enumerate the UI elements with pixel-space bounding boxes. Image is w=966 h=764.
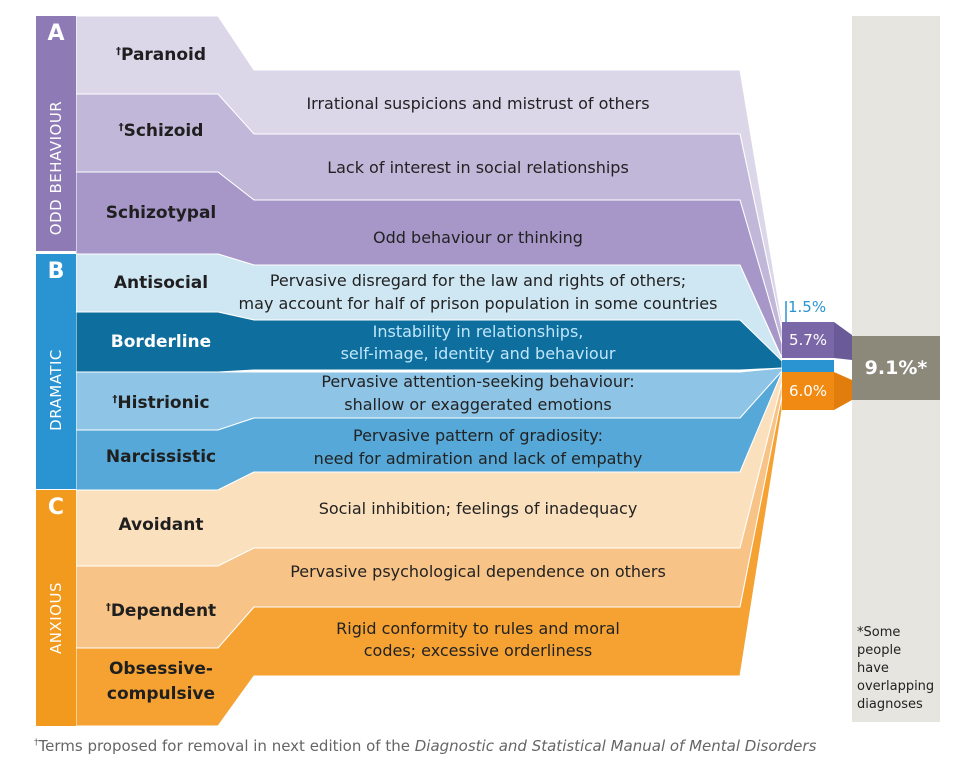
footnote-text: Terms proposed for removal in next editi…	[38, 737, 415, 755]
prevalence-dramatic-label: 1.5%	[788, 298, 826, 316]
category-c-letter: C	[48, 495, 64, 520]
description-8-line-1: Social inhibition; feelings of inadequac…	[319, 499, 638, 518]
prevalence-odd-label: 5.7%	[789, 331, 827, 349]
disorder-name-text: Schizoid	[124, 121, 204, 141]
disorder-name-10: compulsive	[107, 684, 215, 704]
category-c-name: ANXIOUS	[47, 582, 65, 654]
disorder-name-8: Avoidant	[118, 515, 203, 535]
category-c-bar	[36, 490, 76, 726]
total-group: 9.1%*	[852, 336, 940, 400]
disorder-name-9: †Dependent	[106, 601, 216, 621]
disorder-name-6: †Histrionic	[112, 393, 209, 413]
description-2-line-1: Lack of interest in social relationships	[327, 158, 629, 177]
category-b-letter: B	[48, 259, 65, 284]
total-label: 9.1%*	[865, 357, 928, 379]
category-c: C ANXIOUS	[36, 490, 76, 726]
description-9-line-1: Pervasive psychological dependence on ot…	[290, 562, 666, 581]
category-b-bar	[36, 254, 76, 489]
category-b-name: DRAMATIC	[47, 349, 65, 431]
description-7-line-2: need for admiration and lack of empathy	[314, 449, 643, 468]
description-10-line-2: codes; excessive orderliness	[364, 641, 593, 660]
category-a-bar	[36, 16, 76, 251]
description-6-line-1: Pervasive attention-seeking behaviour:	[321, 372, 634, 391]
disorder-flows	[75, 15, 783, 727]
disorder-name-7: Narcissistic	[106, 447, 216, 467]
dagger-mark: †	[112, 394, 117, 405]
note-line-1: *Some	[857, 625, 900, 640]
disorder-name-text: Histrionic	[117, 393, 209, 413]
description-6-line-2: shallow or exaggerated emotions	[344, 395, 612, 414]
disorder-name-2: †Schizoid	[119, 121, 204, 141]
disorder-name-text: Dependent	[111, 601, 216, 621]
overlap-note: *Some people have overlapping diagnoses	[857, 625, 934, 712]
disorder-name-3: Schizotypal	[106, 203, 217, 223]
dagger-mark: †	[119, 122, 124, 133]
category-b: B DRAMATIC	[36, 254, 76, 489]
dagger-mark: †	[106, 602, 111, 613]
category-a-letter: A	[47, 21, 64, 46]
prevalence-odd-box	[782, 322, 834, 358]
description-3-line-1: Odd behaviour or thinking	[373, 228, 583, 247]
disorder-name-text: Paranoid	[121, 45, 206, 65]
description-5-line-2: self-image, identity and behaviour	[341, 344, 616, 363]
description-4-line-2: may account for half of prison populatio…	[239, 294, 718, 313]
prevalence-odd-connector	[834, 322, 852, 360]
prevalence-group: 1.5% 5.7% 6.0%	[782, 298, 852, 410]
disorder-name-4: Antisocial	[114, 273, 208, 293]
prevalence-dramatic-box	[782, 360, 834, 372]
description-4-line-1: Pervasive disregard for the law and righ…	[270, 271, 686, 290]
category-a: A ODD BEHAVIOUR	[36, 16, 76, 251]
prevalence-anxious-box	[782, 372, 834, 410]
footnote-dagger: †	[34, 738, 39, 748]
category-a-name: ODD BEHAVIOUR	[47, 101, 65, 235]
footnote: †Terms proposed for removal in next edit…	[34, 737, 816, 755]
description-10-line-1: Rigid conformity to rules and moral	[336, 619, 620, 638]
note-line-3: have	[857, 661, 889, 676]
prevalence-anxious-label: 6.0%	[789, 382, 827, 400]
prevalence-anxious-connector	[834, 372, 852, 410]
description-7-line-1: Pervasive pattern of gradiosity:	[353, 426, 603, 445]
note-line-4: overlapping	[857, 679, 934, 694]
disorder-name-1: †Paranoid	[116, 45, 206, 65]
disorder-name-10: Obsessive-	[109, 659, 213, 679]
total-box	[852, 336, 940, 400]
description-5-line-1: Instability in relationships,	[373, 322, 584, 341]
dagger-mark: †	[116, 46, 121, 57]
disorder-name-5: Borderline	[111, 332, 211, 352]
footnote-manual-title: Diagnostic and Statistical Manual of Men…	[414, 737, 817, 755]
note-line-5: diagnoses	[857, 697, 923, 712]
description-1-line-1: Irrational suspicions and mistrust of ot…	[306, 94, 649, 113]
note-line-2: people	[857, 643, 901, 658]
